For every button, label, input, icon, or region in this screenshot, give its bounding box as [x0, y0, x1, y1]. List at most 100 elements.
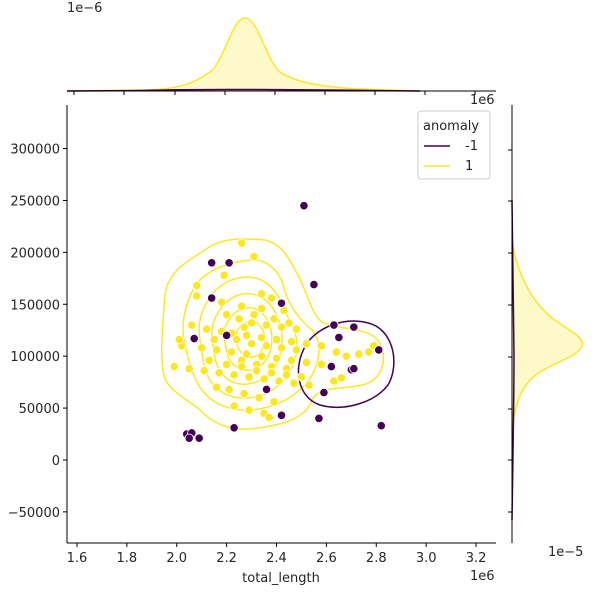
x-tick-label: 1.8 [117, 551, 138, 566]
point-anomaly-1 [276, 343, 287, 353]
legend-box [417, 110, 491, 180]
point-anomaly-neg1 [261, 384, 272, 394]
x-tick-label: 2.8 [366, 551, 387, 566]
point-anomaly-1 [244, 405, 254, 415]
x-axis-label: total_length [242, 571, 320, 586]
point-anomaly-1 [229, 401, 239, 411]
x-tick-label: 2.0 [166, 551, 187, 566]
point-anomaly-neg1 [222, 330, 232, 341]
point-anomaly-1 [192, 280, 202, 291]
point-anomaly-1 [184, 364, 194, 374]
point-anomaly-1 [251, 366, 262, 376]
point-anomaly-1 [239, 388, 249, 399]
point-anomaly-1 [269, 314, 279, 324]
point-anomaly-1 [254, 393, 264, 403]
point-anomaly-1 [276, 322, 287, 332]
kde-contour-anomaly-1-4 [211, 292, 283, 385]
point-anomaly-1 [244, 372, 254, 382]
top-marginal-scale-label: 1e−6 [67, 1, 102, 16]
point-anomaly-1 [271, 353, 282, 363]
legend-label-neg1: -1 [465, 139, 478, 154]
point-anomaly-1 [256, 351, 267, 361]
point-anomaly-1 [264, 412, 274, 423]
point-anomaly-1 [227, 347, 237, 357]
top-marginal: 1e−6 [66, 1, 496, 95]
x-tick-label: 2.6 [316, 551, 337, 566]
point-anomaly-1 [212, 345, 222, 355]
x-tick-label: 2.4 [266, 551, 287, 566]
scatter-points [169, 201, 386, 443]
point-anomaly-1 [241, 349, 252, 359]
right-marginal: 1e6 1e−5 [470, 93, 583, 560]
point-anomaly-1 [246, 318, 257, 328]
point-anomaly-neg1 [314, 413, 324, 424]
point-anomaly-1 [224, 384, 234, 394]
y-tick-label: 150000 [10, 298, 60, 313]
point-anomaly-1 [202, 324, 212, 334]
point-anomaly-1 [291, 324, 302, 334]
y-tick-label: 0 [52, 454, 60, 469]
point-anomaly-neg1 [349, 364, 359, 374]
y-tick-label: 300000 [10, 143, 60, 158]
point-anomaly-1 [212, 382, 222, 392]
point-anomaly-1 [316, 341, 327, 351]
point-anomaly-1 [289, 378, 299, 388]
point-anomaly-1 [256, 332, 267, 343]
point-anomaly-1 [169, 361, 179, 372]
y-tick-label: −50000 [8, 506, 60, 521]
point-anomaly-1 [236, 301, 247, 311]
point-anomaly-neg1 [334, 332, 344, 343]
point-anomaly-neg1 [299, 201, 309, 211]
point-anomaly-1 [261, 320, 272, 330]
right-marginal-top-scale-label: 1e6 [470, 93, 495, 108]
point-anomaly-neg1 [184, 433, 194, 443]
point-anomaly-1 [281, 370, 292, 380]
point-anomaly-1 [286, 337, 297, 347]
point-anomaly-neg1 [319, 387, 329, 398]
point-anomaly-neg1 [326, 361, 336, 372]
point-anomaly-1 [301, 357, 312, 368]
top-kde-anomaly-1-fill [67, 18, 420, 91]
point-anomaly-1 [256, 289, 267, 299]
point-anomaly-1 [259, 374, 269, 384]
point-anomaly-neg1 [189, 333, 199, 344]
x-tick-label: 3.2 [466, 551, 487, 566]
right-marginal-ticks [508, 149, 512, 513]
point-anomaly-1 [331, 347, 341, 357]
point-anomaly-neg1 [309, 279, 319, 290]
point-anomaly-1 [266, 293, 277, 303]
point-anomaly-1 [316, 359, 327, 370]
point-anomaly-1 [187, 320, 197, 330]
point-anomaly-neg1 [224, 258, 234, 268]
point-anomaly-1 [246, 339, 257, 349]
point-anomaly-neg1 [207, 258, 217, 268]
point-anomaly-1 [241, 330, 252, 341]
point-anomaly-1 [217, 297, 227, 307]
point-anomaly-1 [296, 372, 307, 382]
point-anomaly-1 [261, 341, 272, 351]
point-anomaly-1 [222, 310, 232, 320]
point-anomaly-1 [354, 349, 364, 359]
point-anomaly-1 [192, 291, 202, 301]
point-anomaly-neg1 [329, 320, 339, 330]
right-kde-anomaly-1-line [511, 239, 584, 431]
point-anomaly-1 [266, 368, 277, 378]
point-anomaly-1 [256, 303, 267, 314]
point-anomaly-1 [341, 351, 351, 361]
point-anomaly-1 [236, 361, 247, 372]
right-kde-anomaly-neg1-line [511, 199, 515, 521]
point-anomaly-1 [286, 355, 297, 365]
point-anomaly-1 [204, 355, 214, 365]
point-anomaly-1 [174, 334, 184, 345]
y-tick-label: 200000 [10, 246, 60, 261]
top-kde-anomaly-neg1-line [66, 88, 421, 92]
point-anomaly-1 [197, 343, 207, 353]
point-anomaly-1 [336, 373, 346, 383]
point-anomaly-neg1 [276, 298, 287, 308]
point-anomaly-1 [284, 318, 294, 328]
top-kde-anomaly-1-line [66, 17, 421, 92]
point-anomaly-1 [236, 238, 247, 248]
right-marginal-scale-label: 1e−5 [548, 545, 583, 560]
point-anomaly-1 [271, 334, 282, 345]
